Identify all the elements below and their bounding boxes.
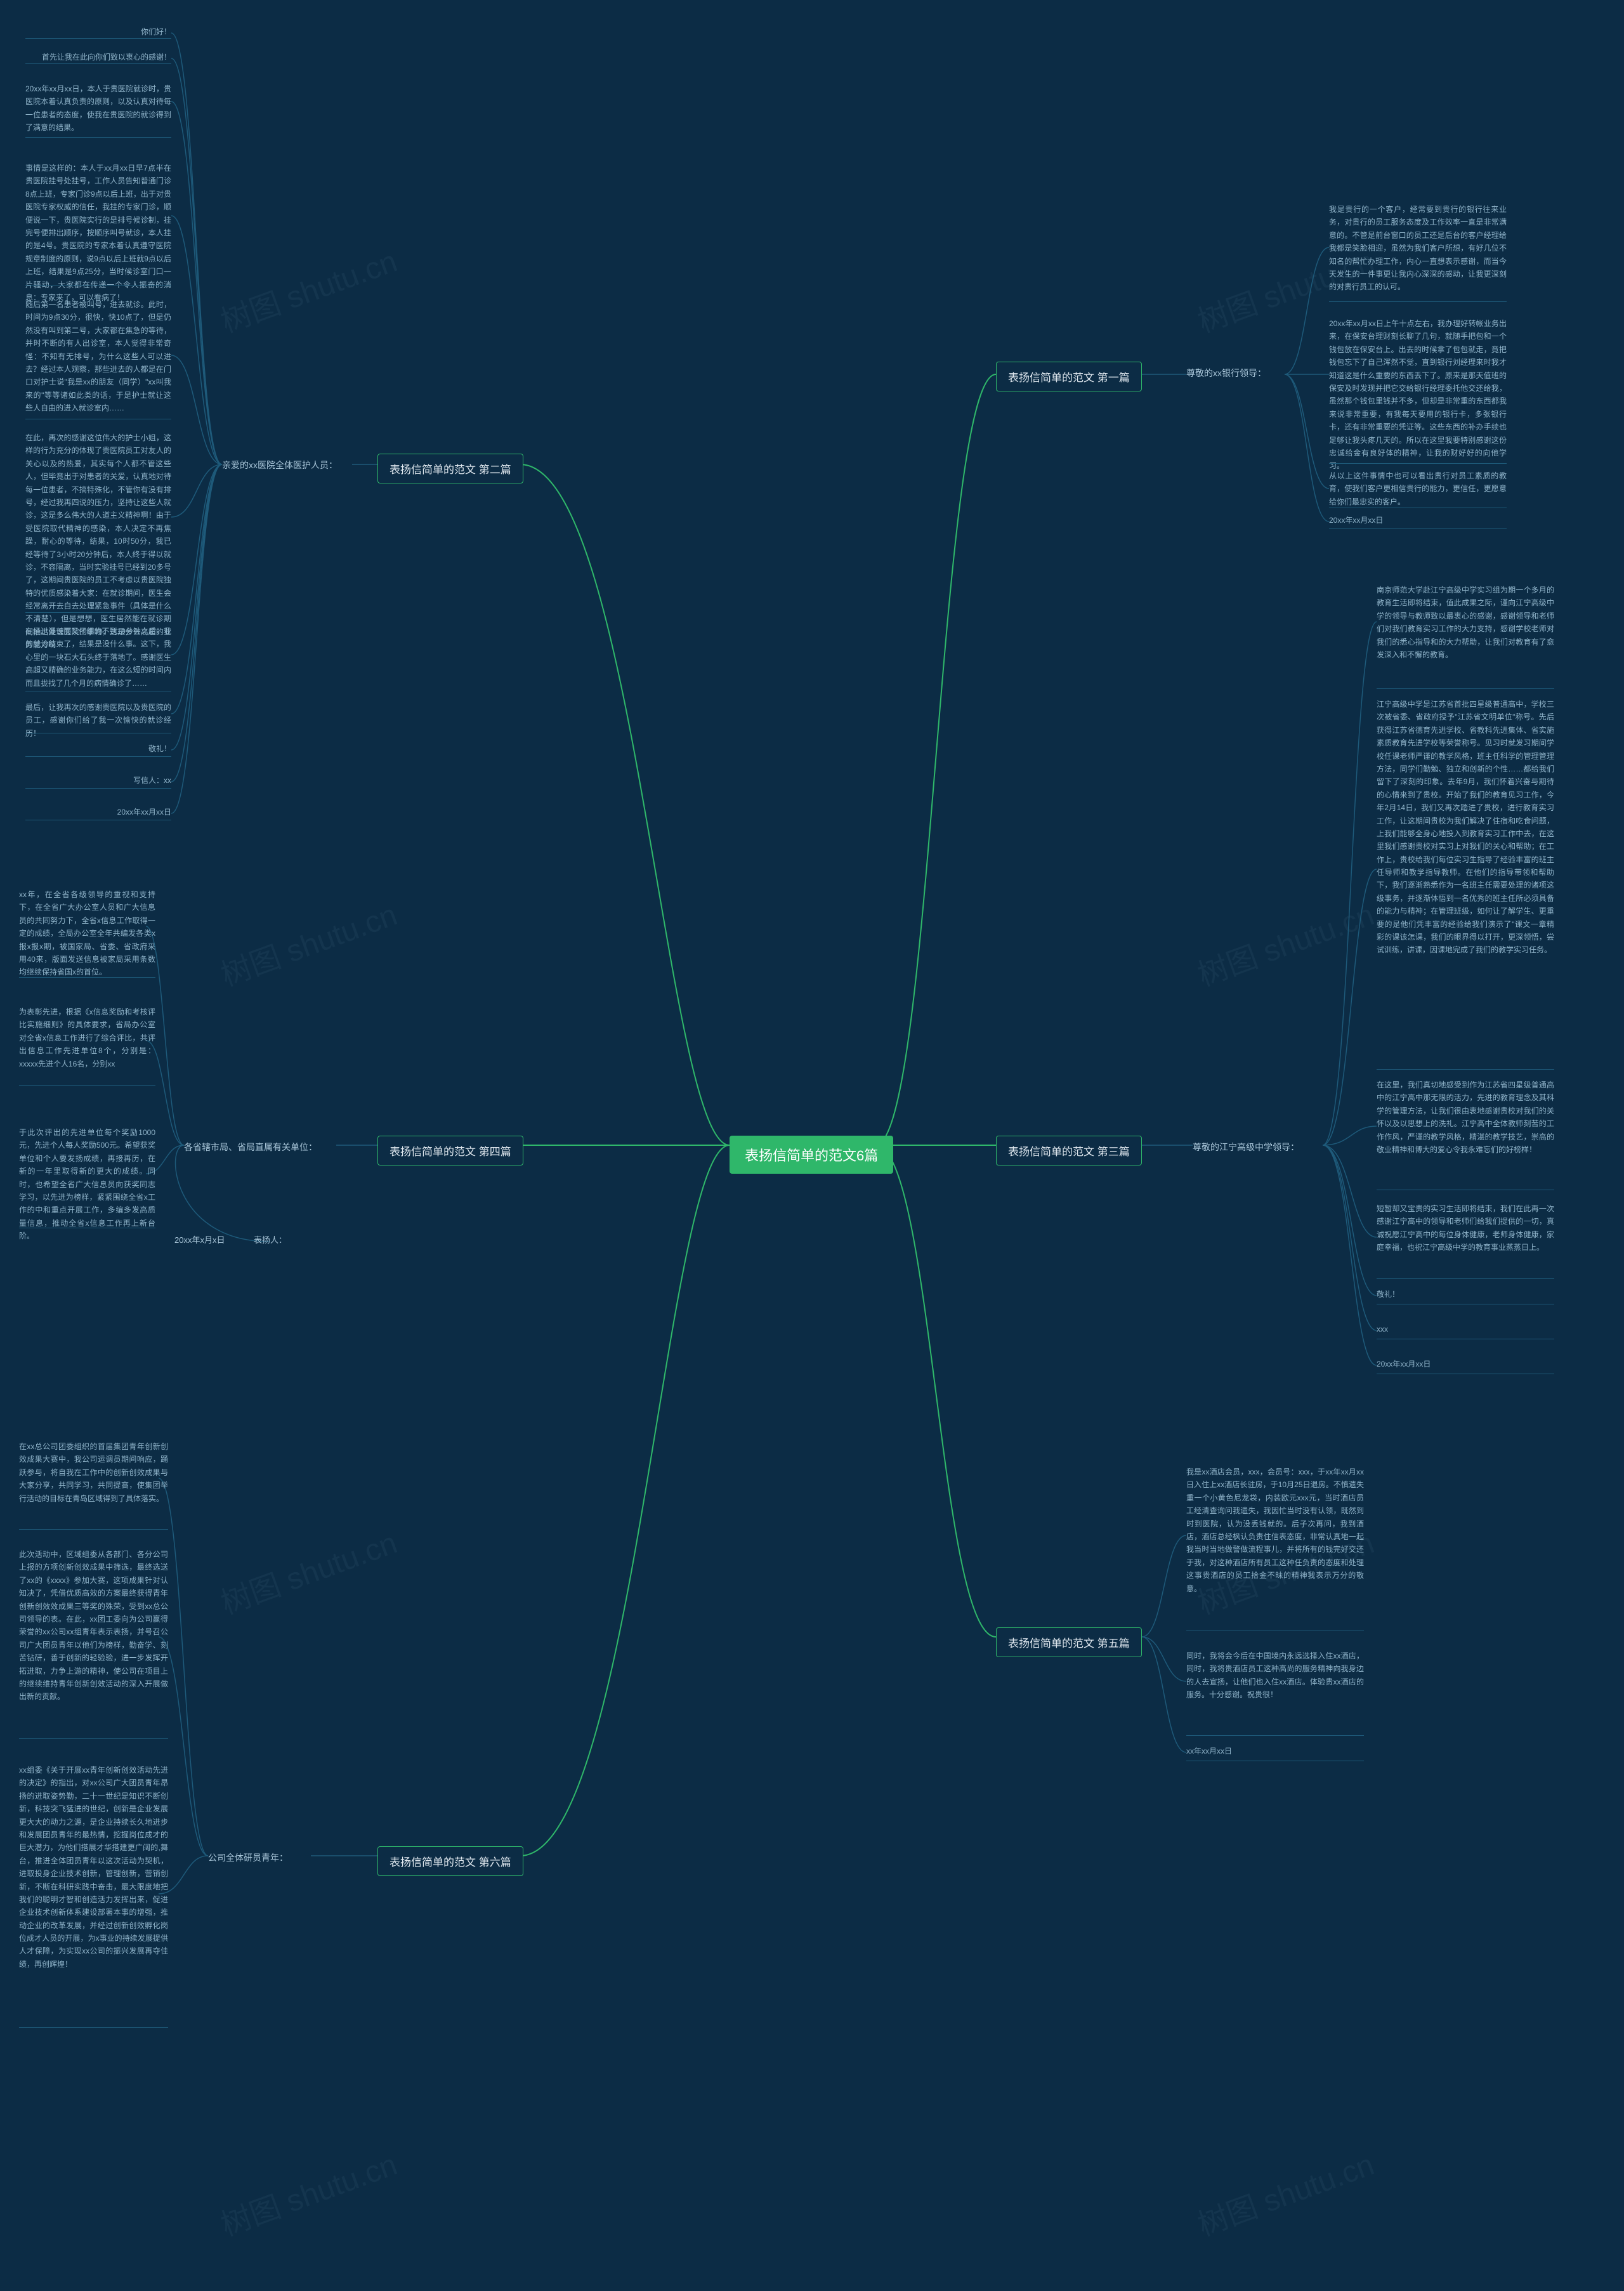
underline [19, 977, 155, 978]
underline [1329, 463, 1507, 464]
s5-leaf-2: xx年xx月xx日 [1186, 1745, 1364, 1757]
s2-leaf-0: 你们好！ [127, 25, 171, 38]
section-4-sub: 各省辖市局、省局直属有关单位： [184, 1141, 317, 1154]
s4-leaf-1: 为表彰先进，根据《x信息奖励和考核评比实施细则》的具体要求，省局办公室对全省x信… [19, 1006, 155, 1070]
underline [25, 788, 171, 789]
s1-leaf-0: 我是贵行的一个客户，经常要到贵行的银行往来业务，对贵行的员工服务态度及工作效率一… [1329, 203, 1507, 294]
s5-leaf-0: 我是xx酒店会员，xxx，会员号：xxx，于xx年xx月xx日入住上xx酒店长驻… [1186, 1466, 1364, 1595]
watermark: 树图 shutu.cn [1191, 2139, 1379, 2244]
section-6-sub: 公司全体研员青年： [208, 1851, 288, 1865]
s2-leaf-1: 首先让我在此向你们致以衷心的感谢！ [25, 51, 171, 63]
underline [19, 2027, 168, 2028]
s3-leaf-0: 南京师范大学赴江宁高级中学实习组为期一个多月的教育生活即将结束，值此成果之际，谨… [1377, 584, 1554, 661]
s1-leaf-3: 20xx年xx月xx日 [1329, 514, 1507, 527]
underline [1377, 688, 1554, 689]
s2-leaf-5: 在此，再次的感谢这位伟大的护士小姐，这样的行为充分的体现了贵医院员工对友人的关心… [25, 431, 171, 652]
s1-leaf-2: 从以上这件事情中也可以看出贵行对员工素质的教育，使我们客户更相信贵行的能力，更信… [1329, 469, 1507, 508]
s4-leaf-0: xx年，在全省各级领导的重视和支持下，在全省广大办公室人员和广大信息员的共同努力… [19, 888, 155, 979]
s6-leaf-0: 在xx总公司团委组织的首届集团青年创新创效成果大赛中，我公司运调员期间响应，踊跃… [19, 1440, 168, 1505]
section-4: 表扬信简单的范文 第四篇 [377, 1136, 523, 1165]
section-3: 表扬信简单的范文 第三篇 [996, 1136, 1142, 1165]
s5-leaf-1: 同时，我将会今后在中国境内永远选择入住xx酒店，同时，我将贵酒店员工这种高尚的服… [1186, 1650, 1364, 1702]
s3-leaf-4: 敬礼！ [1377, 1288, 1554, 1301]
s3-leaf-3: 短暂却又宝贵的实习生活即将结束，我们在此再一次感谢江宁高中的领导和老师们给我们提… [1377, 1202, 1554, 1254]
underline [1377, 1278, 1554, 1279]
section-5: 表扬信简单的范文 第五篇 [996, 1627, 1142, 1657]
watermark: 树图 shutu.cn [214, 889, 402, 994]
watermark: 树图 shutu.cn [214, 1518, 402, 1622]
section-6: 表扬信简单的范文 第六篇 [377, 1846, 523, 1876]
s1-leaf-1: 20xx年xx月xx日上午十点左右，我办理好转帐业务出来，在保安台理财刻长聊了几… [1329, 317, 1507, 473]
s2-leaf-4: 随后第一名患者被叫号，进去就诊。此时，时间为9点30分，很快，快10点了，但是仍… [25, 298, 171, 415]
center-node: 表扬信简单的范文6篇 [730, 1136, 893, 1174]
s3-leaf-2: 在这里，我们真切地感受到作为江苏省四星级普通高中的江宁高中那无限的活力，先进的教… [1377, 1079, 1554, 1156]
s6-leaf-1: 此次活动中，区域组委从各部门、各分公司上报的方项创新创效成果中筛选，最终选送了x… [19, 1548, 168, 1703]
watermark: 树图 shutu.cn [1191, 889, 1379, 994]
section-2-sub: 亲爱的xx医院全体医护人员： [222, 459, 337, 472]
underline [1186, 1735, 1364, 1736]
s3-leaf-5: xxx [1377, 1323, 1554, 1336]
s2-leaf-9: 写信人：xx [117, 774, 171, 787]
s2-leaf-8: 敬礼！ [140, 742, 171, 755]
s4-tail-who: 表扬人： [254, 1234, 287, 1247]
underline [25, 137, 171, 138]
watermark: 树图 shutu.cn [214, 2139, 402, 2244]
underline [19, 1085, 155, 1086]
s2-leaf-3: 事情是这样的：本人于xx月xx日早7点半在贵医院挂号处挂号，工作人员告知普通门诊… [25, 162, 171, 304]
underline [25, 63, 171, 64]
s2-leaf-10: 20xx年xx月xx日 [95, 806, 171, 818]
underline [19, 1529, 168, 1530]
section-1-sub: 尊敬的xx银行领导： [1186, 367, 1266, 380]
section-2: 表扬信简单的范文 第二篇 [377, 454, 523, 483]
underline [25, 756, 171, 757]
s2-leaf-2: 20xx年xx月xx日，本人于贵医院就诊时，贵医院本着认真负责的原则，以及认真对… [25, 82, 171, 135]
underline [1329, 301, 1507, 302]
s3-leaf-1: 江宁高级中学是江苏省首批四星级普通高中，学校三次被省委、省政府授予"江苏省文明单… [1377, 698, 1554, 957]
watermark: 树图 shutu.cn [214, 236, 402, 341]
underline [25, 38, 171, 39]
underline [1377, 1069, 1554, 1070]
underline [25, 612, 171, 613]
section-3-sub: 尊敬的江宁高级中学领导： [1193, 1141, 1299, 1154]
section-1: 表扬信简单的范文 第一篇 [996, 362, 1142, 391]
s4-leaf-2: 于此次评出的先进单位每个奖励1000元，先进个人每人奖励500元。希望获奖单位和… [19, 1126, 155, 1243]
s6-leaf-2: xx组委《关于开展xx青年创新创效活动先进的决定》的指出，对xx公司广大团员青年… [19, 1764, 168, 1971]
s3-leaf-6: 20xx年xx月xx日 [1377, 1358, 1554, 1370]
s2-leaf-6: 在经过漫长而又仔细的不到10分钟之后，我的就诊结束了，结果是没什么事。这下，我心… [25, 625, 171, 690]
s2-leaf-7: 最后，让我再次的感谢贵医院以及贵医院的员工，感谢你们给了我一次愉快的就诊经历！ [25, 701, 171, 740]
s4-tail-date: 20xx年x月x日 [174, 1234, 225, 1247]
underline [19, 1738, 168, 1739]
